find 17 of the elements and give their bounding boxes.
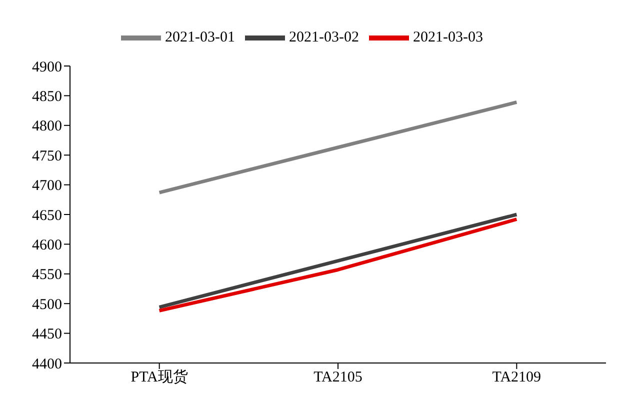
legend-label: 2021-03-03	[413, 29, 483, 46]
x-tick-label: TA2105	[314, 370, 362, 386]
legend-label: 2021-03-02	[289, 29, 359, 46]
y-tick-label: 4550	[32, 267, 62, 284]
y-tick-label: 4800	[32, 118, 62, 135]
x-tick-label: TA2109	[492, 370, 542, 386]
y-tick-label: 4700	[32, 178, 62, 194]
x-tick-label: PTA现货	[130, 368, 188, 386]
legend-label: 2021-03-01	[165, 29, 235, 46]
y-tick-label: 4900	[32, 59, 62, 76]
y-tick-label: 4650	[32, 208, 62, 224]
y-tick-label: 4600	[32, 238, 62, 254]
y-tick-label: 4400	[32, 356, 62, 372]
y-tick-label: 4450	[32, 326, 62, 343]
y-tick-label: 4750	[32, 148, 62, 164]
y-tick-label: 4500	[32, 296, 62, 313]
y-tick-label: 4850	[32, 89, 62, 106]
